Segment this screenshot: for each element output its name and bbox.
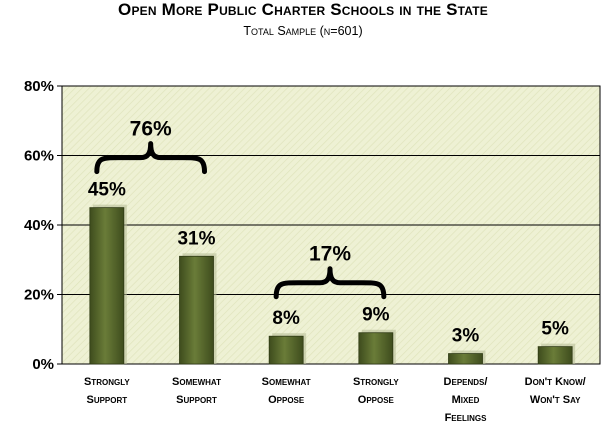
x-category-label-line: Somewhat	[261, 376, 311, 388]
x-category-label: Depends/Mixed Feelings	[424, 373, 508, 424]
y-tick-label: 20%	[24, 287, 54, 304]
data-label: 31%	[177, 228, 215, 249]
bar	[179, 255, 214, 365]
bar	[358, 332, 394, 365]
x-category-label-line: Support	[176, 394, 217, 406]
y-tick-label: 0%	[32, 356, 54, 373]
x-category-label-line: Oppose	[357, 394, 394, 406]
group-brace	[94, 141, 207, 175]
x-category-label: Somewhat Oppose	[244, 373, 328, 409]
x-category-label-line: Feelings	[444, 412, 487, 424]
y-tick-label: 60%	[24, 148, 54, 165]
x-category-label: Strongly Support	[65, 373, 149, 409]
chart-title: Open More Public Charter Schools in the …	[118, 0, 488, 19]
x-category-label-line: Oppose	[268, 394, 305, 406]
group-brace	[273, 266, 387, 300]
x-category-label: Somewhat Support	[155, 373, 239, 409]
bar	[268, 335, 304, 365]
data-label: 45%	[88, 180, 126, 201]
bar	[448, 353, 483, 365]
x-category-label: Don't Know/Won't Say	[513, 373, 597, 409]
group-total-label: 76%	[130, 118, 172, 141]
x-category-label-line: Don't Know/	[524, 376, 586, 388]
y-tick-label: 80%	[24, 78, 54, 95]
group-total-label: 17%	[309, 243, 351, 266]
x-category-label-line: Somewhat	[172, 376, 221, 388]
x-category-label-line: Won't Say	[529, 394, 581, 406]
x-category-label-line: Support	[86, 394, 128, 406]
data-label: 9%	[362, 305, 390, 326]
x-category-label-line: Strongly	[83, 376, 130, 388]
data-label: 5%	[541, 319, 569, 340]
bar	[89, 207, 125, 365]
data-label: 8%	[272, 308, 300, 329]
x-category-label-line: Strongly	[352, 376, 399, 388]
x-category-label-line: Mixed	[451, 394, 480, 406]
y-tick-label: 40%	[24, 217, 54, 234]
x-category-label-line: Depends/	[443, 376, 488, 388]
chart-subtitle: Total Sample (n=601)	[243, 24, 363, 38]
data-label: 3%	[452, 326, 480, 347]
bar	[537, 346, 573, 365]
x-category-label: Strongly Oppose	[334, 373, 418, 409]
